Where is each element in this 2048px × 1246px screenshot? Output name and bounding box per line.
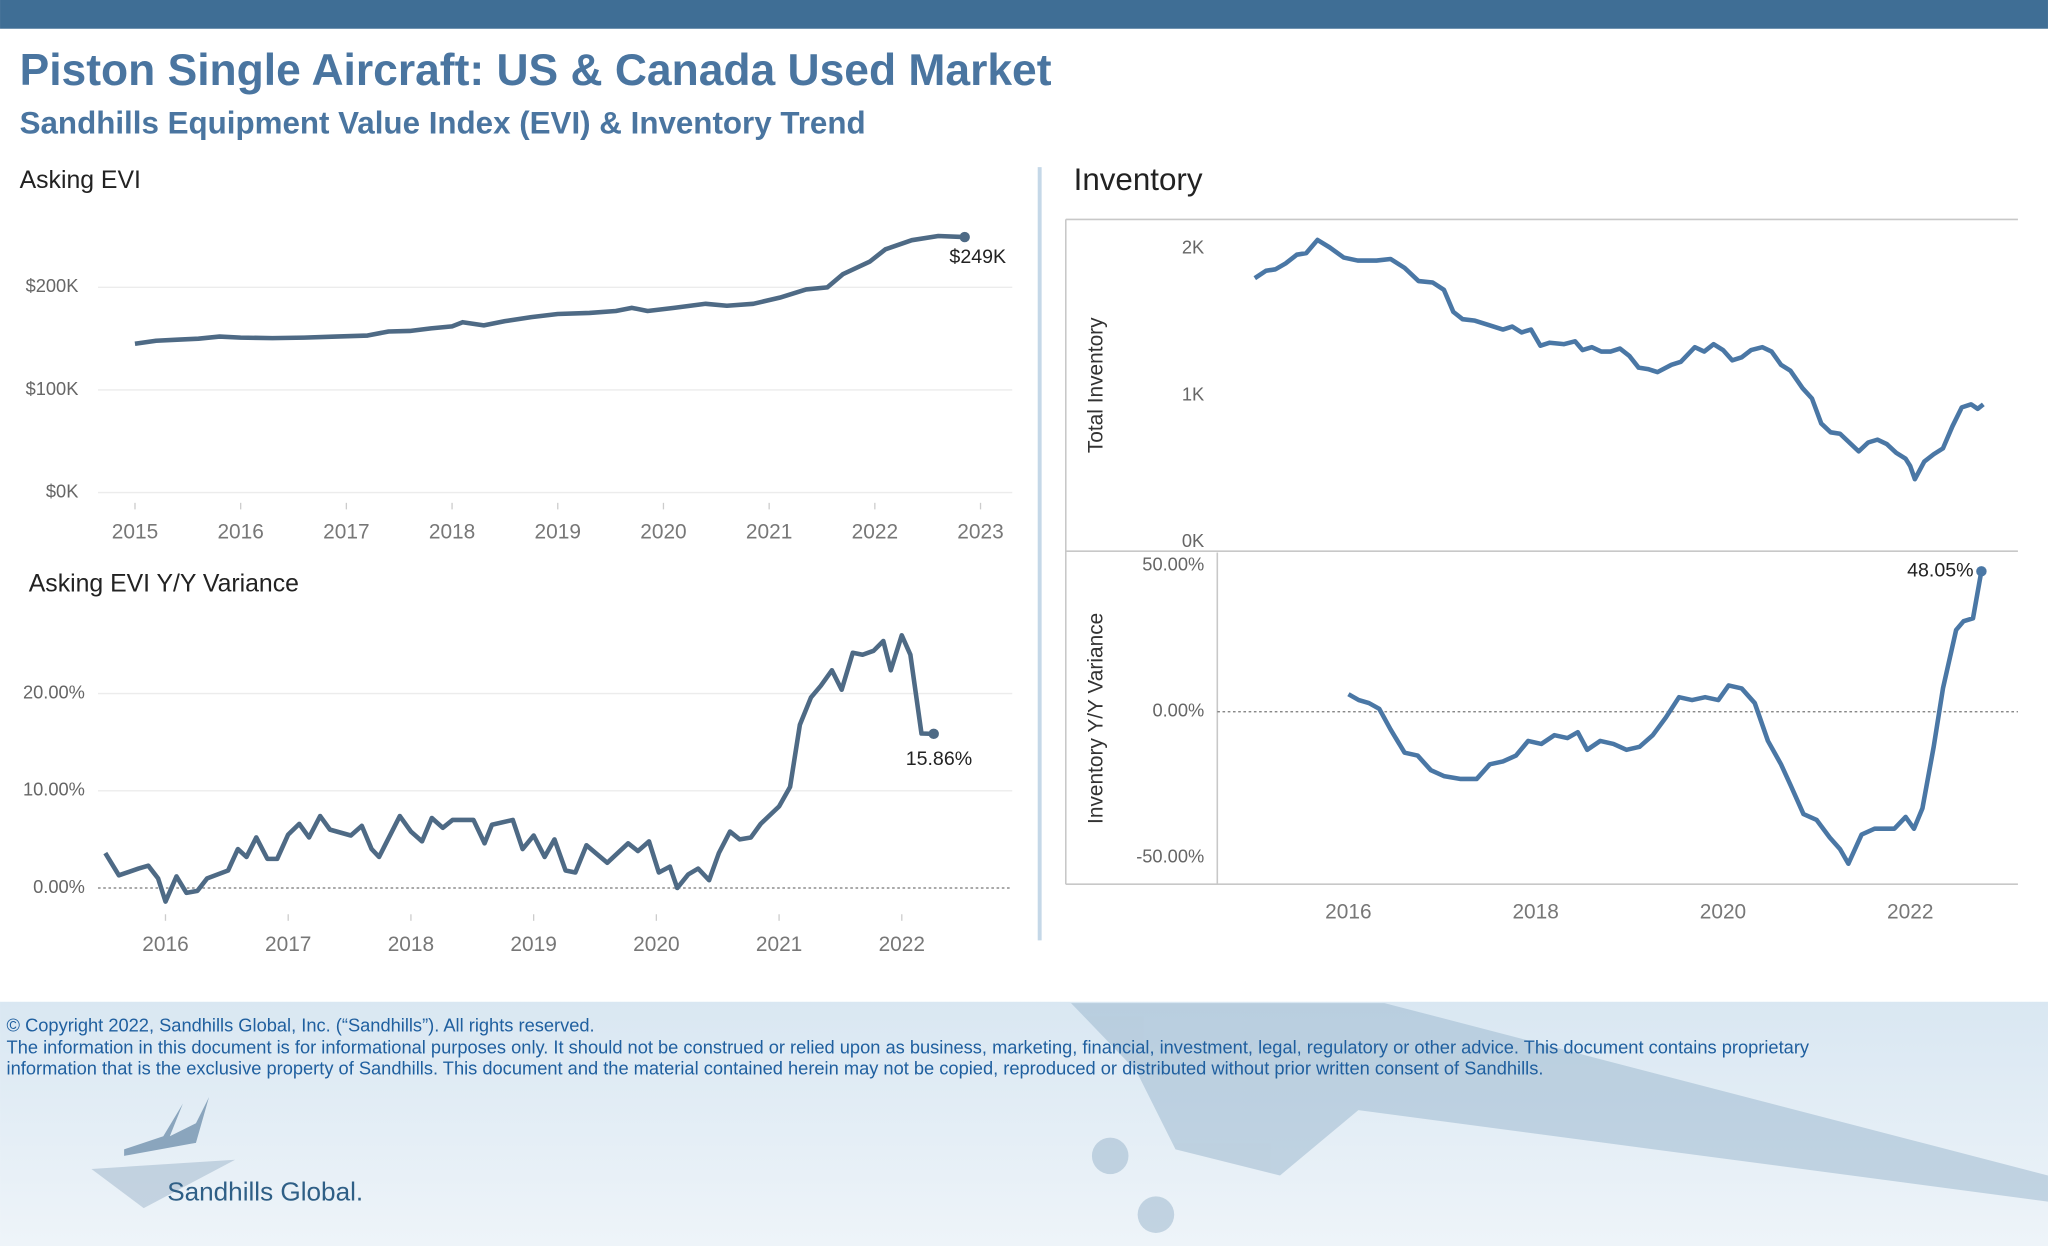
x-tick-label: 2018 [1512, 900, 1558, 923]
y-tick-label: 2K [1182, 237, 1204, 258]
y-tick-label: 0.00% [33, 876, 85, 897]
y-tick-label: -50.00% [1136, 846, 1204, 867]
logo-text: Sandhills Global. [167, 1177, 363, 1207]
y-axis-title: Inventory Y/Y Variance [1085, 613, 1108, 824]
x-tick-label: 2022 [879, 933, 925, 956]
page-subtitle: Sandhills Equipment Value Index (EVI) & … [20, 106, 866, 141]
x-tick-label: 2018 [429, 520, 475, 543]
x-tick-label: 2019 [535, 520, 581, 543]
x-tick-label: 2022 [1887, 900, 1933, 923]
disclaimer: information that is the exclusive proper… [7, 1058, 1544, 1079]
y-axis-title: Total Inventory [1085, 317, 1108, 453]
x-tick-label: 2018 [388, 933, 434, 956]
inventory-frame [1065, 218, 2018, 885]
x-tick-label: 2017 [323, 520, 369, 543]
y-tick-label: 1K [1182, 383, 1204, 404]
crane-logo [91, 1097, 236, 1209]
line [103, 632, 934, 904]
y-tick-label: $0K [46, 480, 79, 501]
aircraft-illustration [1071, 1003, 2048, 1233]
chart-title: Asking EVI [20, 167, 141, 194]
page-title: Piston Single Aircraft: US & Canada Used… [20, 46, 1052, 95]
line [134, 233, 965, 347]
x-tick-label: 2021 [756, 933, 802, 956]
x-tick-label: 2020 [640, 520, 686, 543]
x-tick-label: 2023 [957, 520, 1003, 543]
top-bar [0, 0, 2048, 29]
value-label: $249K [949, 246, 1006, 268]
chart-title: Asking EVI Y/Y Variance [29, 571, 299, 598]
x-tick-label: 2019 [510, 933, 556, 956]
x-tick-label: 2016 [217, 520, 263, 543]
line [1347, 570, 1984, 866]
line [1253, 237, 1985, 482]
end-point [1976, 566, 1987, 577]
y-tick-label: $100K [26, 378, 79, 399]
y-tick-label: 20.00% [23, 681, 85, 702]
y-tick-label: 0.00% [1152, 700, 1204, 721]
disclaimer: The information in this document is for … [7, 1037, 1810, 1058]
x-tick-label: 2017 [265, 933, 311, 956]
chart-title: Inventory [1074, 162, 1203, 197]
y-tick-label: 10.00% [23, 779, 85, 800]
end-point [928, 728, 939, 740]
x-tick-label: 2020 [1700, 900, 1746, 923]
copyright: © Copyright 2022, Sandhills Global, Inc.… [7, 1014, 595, 1035]
x-tick-label: 2016 [142, 933, 188, 956]
x-tick-label: 2015 [112, 520, 158, 543]
y-tick-label: $200K [26, 275, 79, 296]
value-label: 48.05% [1907, 559, 1973, 581]
x-tick-label: 2020 [633, 933, 679, 956]
x-tick-label: 2016 [1325, 900, 1371, 923]
end-point [959, 231, 970, 243]
x-tick-label: 2021 [746, 520, 792, 543]
x-tick-label: 2022 [852, 520, 898, 543]
y-tick-label: 50.00% [1142, 553, 1204, 574]
y-tick-label: 0K [1182, 530, 1204, 551]
value-label: 15.86% [906, 748, 972, 770]
